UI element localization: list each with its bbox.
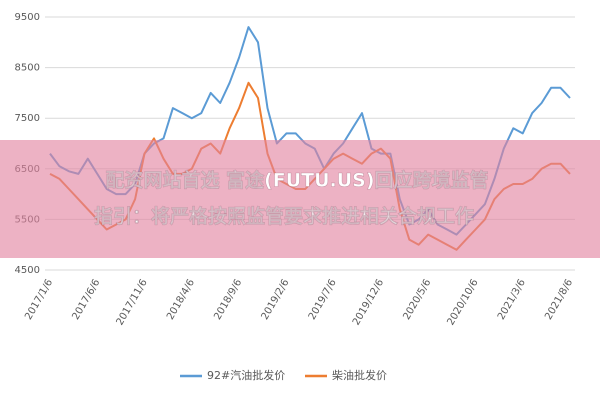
- y-tick-label: 9500: [15, 12, 40, 23]
- legend-label: 92#汽油批发价: [207, 368, 285, 382]
- banner-text: 配资网站首选 富途(FUTU.US)回应跨境监管: [105, 169, 488, 192]
- y-tick-label: 4500: [15, 265, 40, 276]
- y-tick-label: 7500: [15, 113, 40, 124]
- banner: [0, 140, 600, 258]
- legend-label: 柴油批发价: [332, 368, 387, 382]
- banner-text: 指引：将严格按照监管要求推进相关合规工作: [94, 205, 474, 228]
- y-tick-label: 8500: [15, 63, 40, 74]
